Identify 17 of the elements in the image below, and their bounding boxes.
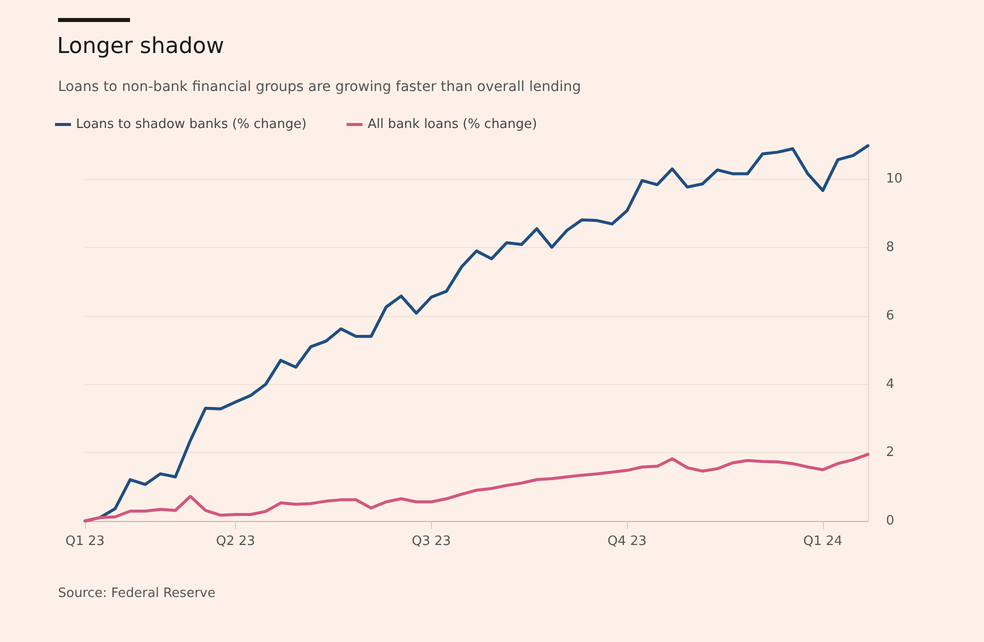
y-tick-label: 0: [886, 514, 894, 528]
y-tick-label: 8: [886, 240, 894, 256]
source-note: Source: Federal Reserve: [58, 586, 216, 601]
x-tick-label: Q2 23: [216, 534, 256, 549]
x-tick-label: Q3 23: [412, 534, 451, 549]
y-tick-label: 10: [886, 172, 903, 187]
legend-label: Loans to shadow banks (% change): [76, 117, 307, 132]
y-tick-label: 4: [886, 376, 894, 392]
legend-label: All bank loans (% change): [368, 117, 538, 132]
y-tick-label: 2: [886, 445, 894, 460]
line-series: [84, 452, 870, 522]
y-tick-label: 6: [886, 308, 894, 324]
chart-subtitle: Loans to non-bank financial groups are growing faster than overall lending: [58, 79, 581, 95]
x-tick-label: Q4 23: [607, 534, 647, 549]
x-tick-label: Q1 24: [803, 534, 842, 549]
chart-title: Longer shadow: [57, 34, 224, 59]
x-tick-label: Q1 23: [65, 534, 105, 549]
